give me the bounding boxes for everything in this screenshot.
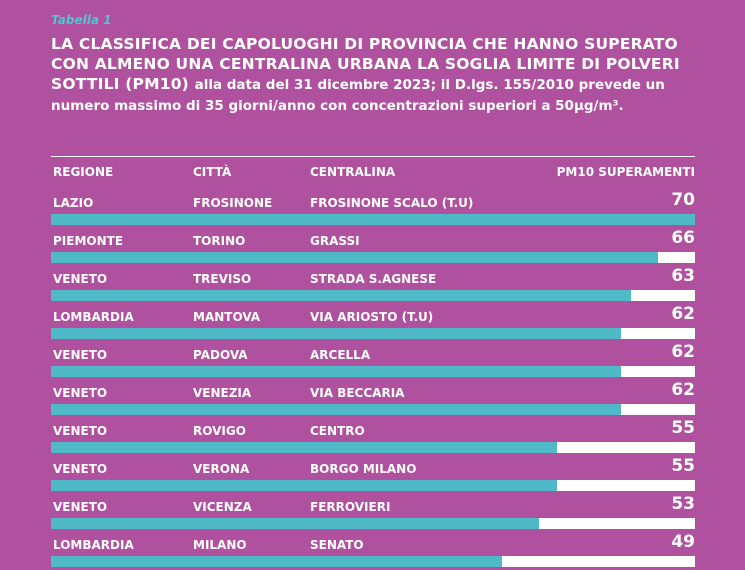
row-citta: VICENZA [193,500,252,514]
bar-track [51,518,695,529]
data-label: 62 [671,342,695,362]
bar-track [51,556,695,567]
data-label: 70 [671,190,695,210]
bar [51,480,557,491]
table-row: VENETO VENEZIA VIA BECCARIA 62 [51,380,695,418]
table-row: LOMBARDIA MILANO SENATO 49 [51,532,695,570]
title-tail: alla data del 31 dicembre 2023; il D.lgs… [51,77,665,114]
row-citta: MANTOVA [193,310,261,324]
row-centralina: BORGO MILANO [310,462,417,476]
table-row: VENETO ROVIGO CENTRO 55 [51,418,695,456]
row-citta: VENEZIA [193,386,252,400]
table-row: VENETO PADOVA ARCELLA 62 [51,342,695,380]
table-row: LAZIO FROSINONE FROSINONE SCALO (T.U) 70 [51,190,695,228]
row-centralina: FERROVIERI [310,500,391,514]
row-citta: TREVISO [193,272,252,286]
row-centralina: ARCELLA [310,348,371,362]
bar [51,290,631,301]
bar-track [51,252,695,263]
title-lead: LA CLASSIFICA DEI CAPOLUOGHI DI PROVINCI… [51,35,680,93]
row-citta: MILANO [193,538,247,552]
table-row: LOMBARDIA MANTOVA VIA ARIOSTO (T.U) 62 [51,304,695,342]
header-centralina: CENTRALINA [310,165,396,179]
row-regione: VENETO [53,424,108,438]
header-pm10: PM10 SUPERAMENTI [556,165,695,179]
table-row: VENETO TREVISO STRADA S.AGNESE 63 [51,266,695,304]
data-label: 63 [671,266,695,286]
row-centralina: SENATO [310,538,364,552]
row-centralina: VIA BECCARIA [310,386,405,400]
bar [51,442,557,453]
row-regione: VENETO [53,386,108,400]
bar-track [51,442,695,453]
row-centralina: CENTRO [310,424,365,438]
table-row: VENETO VERONA BORGO MILANO 55 [51,456,695,494]
data-label: 62 [671,380,695,400]
row-regione: VENETO [53,500,108,514]
row-regione: LOMBARDIA [53,538,134,552]
bar-track [51,214,695,225]
data-label: 62 [671,304,695,324]
row-citta: TORINO [193,234,246,248]
row-regione: LAZIO [53,196,94,210]
bar-track [51,480,695,491]
row-citta: PADOVA [193,348,248,362]
header-divider [51,156,695,157]
row-citta: ROVIGO [193,424,246,438]
row-centralina: FROSINONE SCALO (T.U) [310,196,474,210]
chart-title: LA CLASSIFICA DEI CAPOLUOGHI DI PROVINCI… [51,34,711,116]
bar [51,366,621,377]
bar [51,214,695,225]
row-regione: PIEMONTE [53,234,124,248]
row-centralina: VIA ARIOSTO (T.U) [310,310,434,324]
data-label: 66 [671,228,695,248]
data-label: 55 [671,418,695,438]
data-label: 53 [671,494,695,514]
bar-track [51,366,695,377]
row-regione: VENETO [53,272,108,286]
row-centralina: GRASSI [310,234,360,248]
bar [51,404,621,415]
row-citta: FROSINONE [193,196,273,210]
chart-rows: LAZIO FROSINONE FROSINONE SCALO (T.U) 70 PIE… [51,190,695,570]
bar-track [51,290,695,301]
row-regione: VENETO [53,348,108,362]
row-citta: VERONA [193,462,250,476]
bar [51,252,658,263]
header-regione: REGIONE [53,165,114,179]
bar [51,556,502,567]
table-row: PIEMONTE TORINO GRASSI 66 [51,228,695,266]
row-regione: VENETO [53,462,108,476]
table-row: VENETO VICENZA FERROVIERI 53 [51,494,695,532]
table-caption: Tabella 1 [51,13,112,27]
data-label: 49 [671,532,695,552]
bar-track [51,404,695,415]
bar [51,328,621,339]
header-citta: CITTÀ [193,165,232,179]
data-label: 55 [671,456,695,476]
table-header: REGIONE CITTÀ CENTRALINA PM10 SUPERAMENT… [51,165,695,183]
bar [51,518,539,529]
row-centralina: STRADA S.AGNESE [310,272,437,286]
bar-track [51,328,695,339]
row-regione: LOMBARDIA [53,310,134,324]
